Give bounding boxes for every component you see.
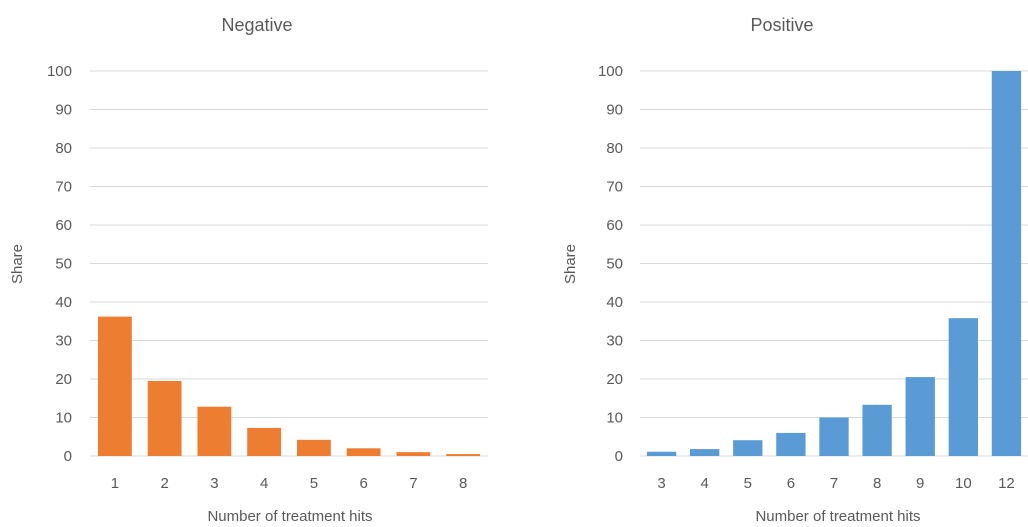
y-tick-label: 30 — [606, 333, 623, 350]
chart-positive: Positive Share Number of treatment hits … — [562, 15, 1028, 525]
x-tick-label: 4 — [700, 475, 708, 492]
bar — [247, 427, 282, 456]
y-tick-label: 40 — [55, 294, 72, 311]
bar — [690, 449, 720, 456]
x-tick-label: 12 — [998, 475, 1015, 492]
y-tick-label: 70 — [55, 179, 72, 196]
plot-area: 0 10 20 30 40 50 60 70 80 90 100 1 2 3 4 5 6 7 8 — [47, 63, 488, 492]
x-tick-label: 10 — [955, 475, 972, 492]
chart-title: Positive — [750, 15, 813, 35]
y-axis-label: Share — [9, 244, 26, 284]
x-tick-label: 4 — [260, 475, 268, 492]
y-tick-label: 80 — [55, 140, 72, 157]
y-tick-label: 60 — [606, 217, 623, 234]
y-tick-label: 40 — [606, 294, 623, 311]
x-tick-label: 2 — [160, 475, 168, 492]
x-tick-label: 5 — [744, 475, 752, 492]
bar — [197, 406, 232, 456]
y-tick-label: 30 — [55, 333, 72, 350]
y-tick-label: 50 — [55, 256, 72, 273]
bar — [733, 440, 763, 456]
y-tick-label: 10 — [606, 410, 623, 427]
bar — [346, 448, 381, 456]
y-tick-label: 60 — [55, 217, 72, 234]
x-tick-label: 3 — [657, 475, 665, 492]
y-axis-label: Share — [562, 244, 579, 284]
bar — [446, 454, 481, 456]
y-tick-label: 90 — [606, 102, 623, 119]
bar — [991, 71, 1022, 456]
bar — [97, 316, 132, 456]
plot-area: 0 10 20 30 40 50 60 70 80 90 100 3 4 5 6 7 8 9 10 12 — [598, 63, 1028, 492]
y-tick-label: 50 — [606, 256, 623, 273]
y-tick-label: 100 — [47, 63, 72, 80]
x-tick-label: 7 — [830, 475, 838, 492]
bar — [396, 452, 431, 456]
bar — [296, 439, 331, 456]
bar — [819, 417, 849, 456]
x-tick-label: 5 — [310, 475, 318, 492]
bar — [147, 380, 182, 456]
bar — [948, 318, 978, 456]
x-tick-label: 8 — [873, 475, 881, 492]
y-tick-label: 0 — [64, 448, 72, 465]
y-tick-label: 20 — [606, 371, 623, 388]
y-tick-label: 10 — [55, 410, 72, 427]
chart-title: Negative — [221, 15, 292, 35]
bar — [776, 432, 806, 456]
bar — [646, 451, 677, 456]
x-tick-label: 3 — [210, 475, 218, 492]
x-tick-label: 6 — [787, 475, 795, 492]
y-tick-label: 70 — [606, 179, 623, 196]
chart-negative: Negative Share Number of treatment hits … — [9, 15, 488, 525]
x-tick-label: 9 — [916, 475, 924, 492]
x-axis-label: Number of treatment hits — [755, 508, 920, 525]
y-tick-label: 20 — [55, 371, 72, 388]
x-tick-label: 6 — [359, 475, 367, 492]
x-tick-label: 8 — [459, 475, 467, 492]
x-axis-label: Number of treatment hits — [207, 508, 372, 525]
bar — [862, 404, 892, 456]
x-tick-label: 7 — [409, 475, 417, 492]
y-tick-label: 100 — [598, 63, 623, 80]
y-tick-label: 0 — [615, 448, 623, 465]
bar — [905, 377, 935, 456]
y-tick-label: 90 — [55, 102, 72, 119]
x-tick-label: 1 — [111, 475, 119, 492]
y-tick-label: 80 — [606, 140, 623, 157]
